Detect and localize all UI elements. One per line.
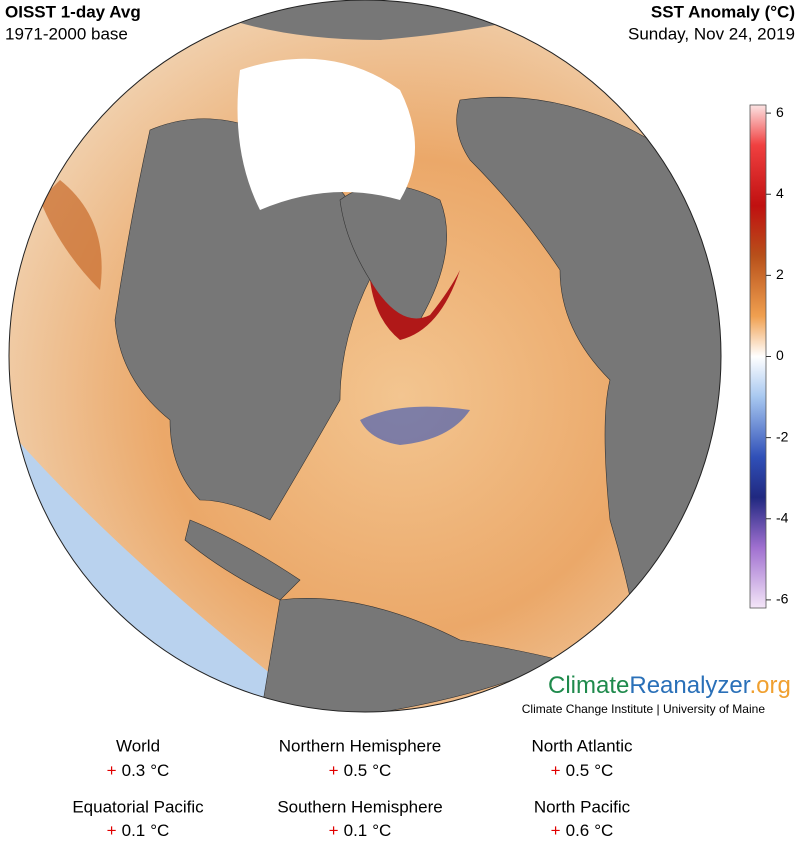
colorbar-tick-label: -4 xyxy=(776,509,789,525)
date: Sunday, Nov 24, 2019 xyxy=(628,24,795,43)
colorbar xyxy=(749,104,767,609)
stat-region: Equatorial Pacific xyxy=(72,797,204,816)
colorbar-tick-label: -6 xyxy=(776,591,789,607)
globe-outline xyxy=(8,0,722,713)
stat-value-line: +0.5 °C xyxy=(551,761,614,780)
stat-sign: + xyxy=(107,761,117,780)
stat-value: 0.5 xyxy=(566,761,590,780)
globe xyxy=(9,0,721,712)
credit: Climate Change Institute | University of… xyxy=(522,702,766,716)
stat-sign: + xyxy=(329,761,339,780)
stat-value-line: +0.3 °C xyxy=(107,761,170,780)
stat-sign: + xyxy=(107,821,117,840)
stat-unit: °C xyxy=(372,761,391,780)
brand-org: .org xyxy=(749,672,790,699)
stat-region: Southern Hemisphere xyxy=(277,797,442,816)
brand-reanalyzer: Reanalyzer xyxy=(629,672,750,699)
stat-unit: °C xyxy=(594,761,613,780)
stat-region: North Pacific xyxy=(534,797,631,816)
stat-sign: + xyxy=(551,821,561,840)
brand: ClimateReanalyzer.org xyxy=(548,672,791,699)
stat-sign: + xyxy=(329,821,339,840)
colorbar-tick-label: 6 xyxy=(776,104,784,120)
stat-value-line: +0.5 °C xyxy=(329,761,392,780)
arctic-ice xyxy=(237,58,415,210)
stat-value-line: +0.1 °C xyxy=(329,821,392,840)
stat-unit: °C xyxy=(150,761,169,780)
cool-gulf-stream xyxy=(360,406,470,445)
colorbar-tick-label: 2 xyxy=(776,266,784,282)
colorbar-tick-label: 4 xyxy=(776,185,784,201)
stat-region: North Atlantic xyxy=(531,736,633,755)
title: OISST 1-day Avg xyxy=(5,2,141,21)
variable: SST Anomaly (°C) xyxy=(651,2,795,21)
brand-climate: Climate xyxy=(548,672,629,699)
stat-unit: °C xyxy=(150,821,169,840)
warm-greenland-sea xyxy=(370,270,460,340)
colorbar-tick-label: -2 xyxy=(776,428,789,444)
stat-unit: °C xyxy=(594,821,613,840)
stat-value-line: +0.6 °C xyxy=(551,821,614,840)
warm-pacific xyxy=(40,180,102,290)
subtitle: 1971-2000 base xyxy=(5,24,128,43)
stat-value: 0.6 xyxy=(566,821,590,840)
stat-unit: °C xyxy=(372,821,391,840)
south-america xyxy=(259,598,561,712)
stat-value: 0.3 xyxy=(122,761,146,780)
stat-value: 0.5 xyxy=(344,761,368,780)
central-america xyxy=(184,519,301,601)
stat-value: 0.1 xyxy=(344,821,368,840)
stat-region: World xyxy=(116,736,160,755)
stat-region: Northern Hemisphere xyxy=(279,736,442,755)
stat-value: 0.1 xyxy=(122,821,146,840)
stat-sign: + xyxy=(551,761,561,780)
colorbar-tick-label: 0 xyxy=(776,347,784,363)
stat-value-line: +0.1 °C xyxy=(107,821,170,840)
